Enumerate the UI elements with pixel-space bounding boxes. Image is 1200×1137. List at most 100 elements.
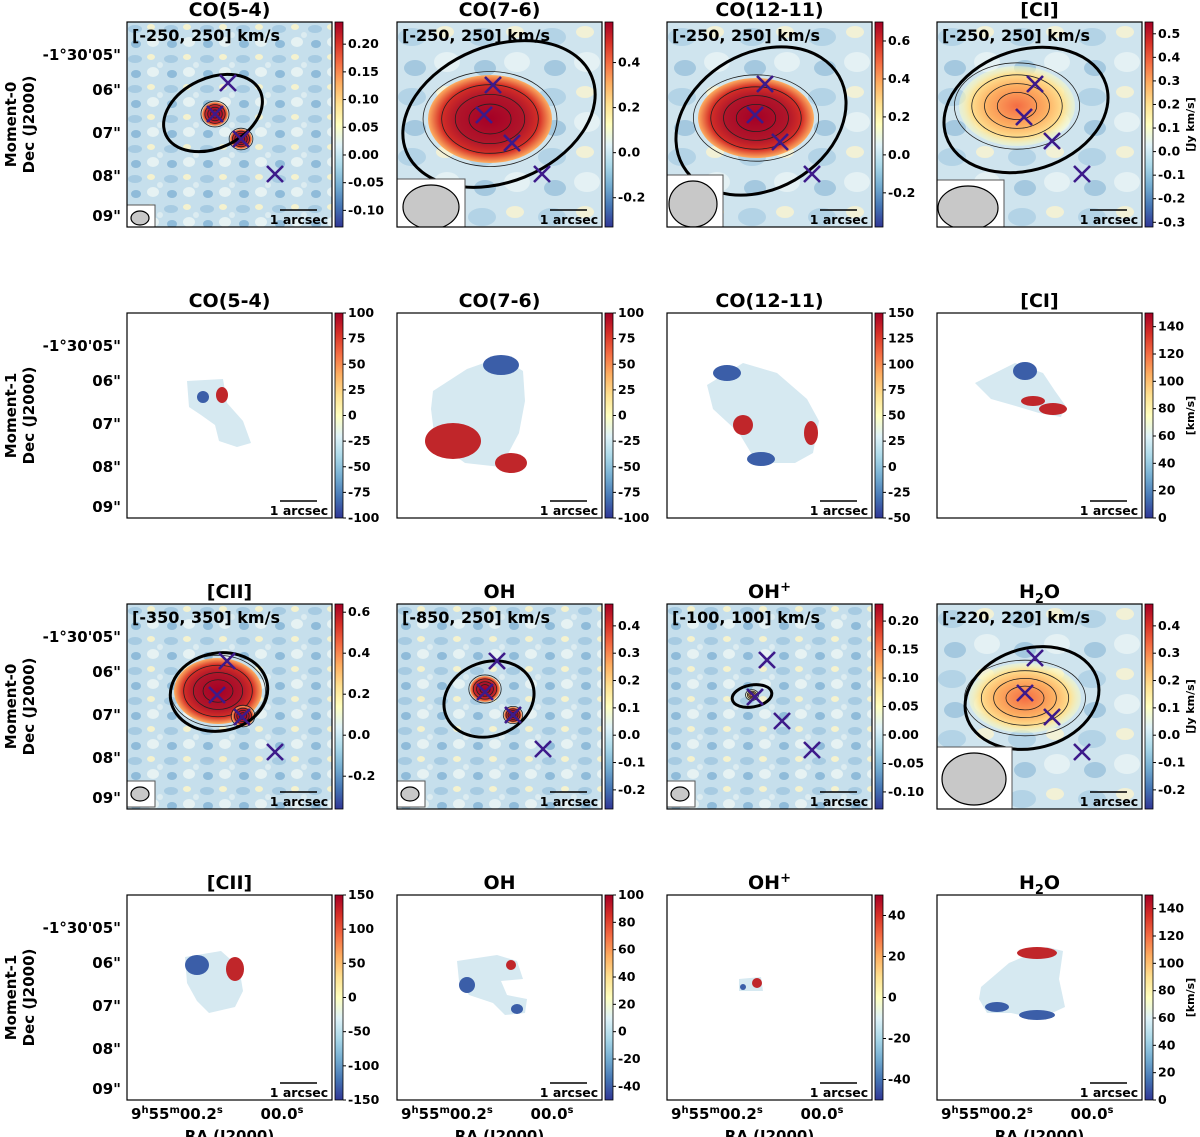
panel-title: OH [483,581,515,603]
colorbar-tick-label: 0.3 [1158,645,1180,660]
colorbar-tick-label: 0.10 [348,92,379,107]
colorbar-unit-label: [Jy km/s] [1184,679,1197,734]
colorbar [1144,894,1154,1101]
colorbar [334,603,344,810]
aperture-ellipse [674,45,848,197]
colorbar-tick-label: 0.3 [1158,73,1180,88]
source-marker [1073,743,1091,761]
velocity-redshift [506,960,516,970]
colorbar-tick-label: -50 [888,510,911,525]
colorbar-tick-label: 0.4 [618,55,640,70]
colorbar-tick-label: 0.6 [888,33,910,48]
row-label-axis: Dec (J2000) [20,949,38,1047]
velocity-redshift [216,387,228,403]
row-label: Moment-0 Dec (J2000) [2,76,38,174]
colorbar-tick-label: 60 [1158,1010,1176,1025]
velocity-blueshift [185,955,209,975]
source-marker [1043,132,1061,150]
colorbar-tick-label: 20 [618,996,636,1011]
row-label: Moment-1 Dec (J2000) [2,367,38,465]
colorbar-tick-label: 150 [348,887,374,902]
panel: H2O 1 arcsec 140 120 100 80 60 40 20 0 [km/s] 9h55m… [936,872,1197,1137]
colorbar-tick-label: 100 [348,305,374,320]
velocity-blueshift [1013,362,1037,380]
contour [468,103,512,135]
colorbar-tick-label: 0.4 [1158,618,1180,633]
panel: CO(12-11) [-250, 250] km/s 1 arcsec 0.6 0.4 0… [666,0,915,228]
panel-frame [396,894,603,1101]
colorbar-tick-label: 40 [1158,455,1176,470]
velocity-range: [-250, 250] km/s [132,26,280,45]
velocity-blueshift [459,977,475,993]
velocity-range: [-220, 220] km/s [942,608,1090,627]
colorbar-tick-label: 0.20 [888,613,919,628]
dec-tick-label: 07" [92,997,121,1015]
x-axis-label: RA (J2000) [455,1127,544,1137]
map-area: [-250, 250] km/s [667,22,872,227]
velocity-blueshift [747,452,775,466]
dec-tick-label: 07" [92,706,121,724]
contour [228,127,254,151]
colorbar-tick-label: -75 [618,484,641,499]
dec-tick-label: 07" [92,415,121,433]
scale-bar-label: 1 arcsec [270,1085,328,1100]
colorbar-tick-label: 0.4 [888,71,910,86]
colorbar-tick-label: 0.1 [1158,700,1180,715]
colorbar [334,21,344,228]
map-background [667,895,872,1100]
colorbar [1144,21,1154,228]
aperture-ellipse [168,651,270,733]
dec-tick-label: 08" [92,1040,121,1058]
colorbar [1144,312,1154,519]
colorbar-tick-label: 0.0 [888,147,910,162]
panel-frame [666,603,873,810]
colorbar-tick-label: -20 [618,1051,641,1066]
colorbar-tick-label: -0.10 [348,202,384,217]
source-marker [533,165,551,183]
panel-title: CO(7-6) [459,0,541,21]
aperture-ellipse [442,659,536,739]
panel-frame [936,894,1143,1101]
colorbar-tick-label: 0.0 [1158,144,1180,159]
colorbar-tick-label: 0 [1158,510,1167,525]
source-marker [534,740,552,758]
velocity-redshift [226,957,244,981]
colorbar-tick-label: 0.2 [1158,96,1180,111]
scale-bar-label: 1 arcsec [810,794,868,809]
contour [200,100,230,128]
source-marker [773,712,791,730]
velocity-range: [-350, 350] km/s [132,608,280,627]
scale-bar-label: 1 arcsec [270,794,328,809]
colorbar-tick-label: 0.1 [618,700,640,715]
colorbar-tick-label: -150 [348,1092,380,1107]
contour [971,74,1063,138]
panel: CO(12-11) 1 arcsec 150 125 100 75 50 25 0 -25 -50 [666,290,914,525]
source-marker [1016,684,1034,702]
scale-bar-label: 1 arcsec [1080,212,1138,227]
emission-blob [959,66,1075,146]
colorbar [874,21,884,228]
contour [953,62,1081,150]
colorbar-tick-label: 0.2 [618,673,640,688]
colorbar-tick-label: 0 [618,1024,627,1039]
colorbar-tick-label: 0 [888,990,897,1005]
source-marker [504,706,522,724]
dec-tick-label: 06" [92,663,121,681]
colorbar-tick-label: 0.00 [348,147,379,162]
contour [723,95,789,141]
panel-title: [CI] [1020,0,1058,21]
dec-tick-label: 08" [92,458,121,476]
colorbar-tick-label: 0.0 [618,727,640,742]
row-label-kind: Moment-1 [2,955,20,1041]
contour [202,679,234,703]
velocity-blueshift [740,984,746,990]
velocity-redshift [1017,947,1057,959]
colorbar-unit: [km/s] [1184,396,1197,435]
contour [422,71,558,167]
panel-title: OH+ [748,871,791,894]
map-area [397,895,602,1100]
colorbar-tick-label: 0 [618,408,627,423]
velocity-redshift [425,423,481,459]
colorbar-tick-label: -75 [348,484,371,499]
